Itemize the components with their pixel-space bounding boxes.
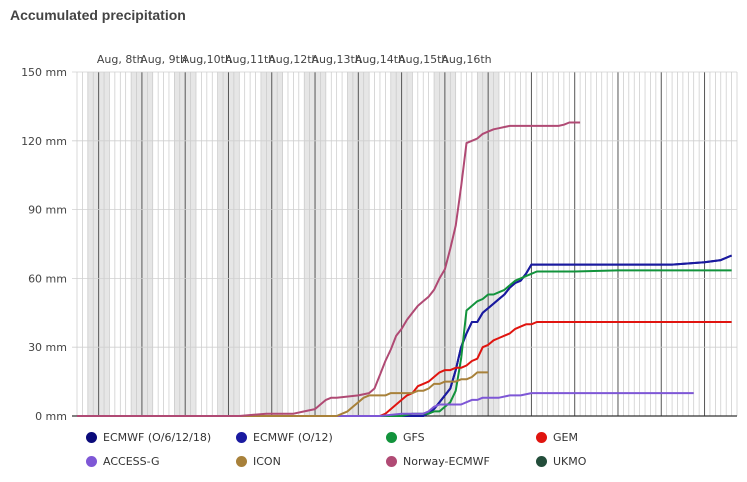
legend-item-gfs[interactable]: GFS <box>386 431 425 444</box>
legend-item-ecmwf-o-12[interactable]: ECMWF (O/12) <box>236 431 333 444</box>
x-tick-label: Aug,15th <box>398 53 448 66</box>
vertical-grid <box>76 72 738 416</box>
legend-label: ACCESS-G <box>103 455 160 468</box>
y-axis-ticks: 0 mm 30 mm 60 mm 90 mm 120 mm 150 mm <box>21 66 67 423</box>
legend-marker <box>236 456 247 467</box>
legend-marker <box>236 432 247 443</box>
legend-label: ECMWF (O/12) <box>253 431 333 444</box>
x-tick-label: Aug,11th <box>225 53 275 66</box>
x-tick-label: Aug,13th <box>312 53 362 66</box>
legend-label: ICON <box>253 455 281 468</box>
y-tick-label: 150 mm <box>21 66 67 79</box>
legend-marker <box>386 456 397 467</box>
legend-item-icon[interactable]: ICON <box>236 455 281 468</box>
legend-item-norway-ecmwf[interactable]: Norway-ECMWF <box>386 455 490 468</box>
series-line-gem <box>77 321 732 417</box>
legend-marker <box>86 456 97 467</box>
x-tick-label: Aug,10th <box>182 53 232 66</box>
series-line-icon <box>77 371 489 417</box>
legend-label: UKMO <box>553 455 587 468</box>
legend-item-ukmo[interactable]: UKMO <box>536 455 586 468</box>
series-line-gfs <box>77 269 732 417</box>
y-tick-label: 60 mm <box>28 272 67 285</box>
legend-marker <box>86 432 97 443</box>
y-tick-label: 120 mm <box>21 135 67 148</box>
series-line-norway-ecmwf <box>77 121 581 417</box>
x-tick-label: Aug,12th <box>268 53 318 66</box>
y-tick-label: 30 mm <box>28 341 67 354</box>
legend-label: GFS <box>403 431 425 444</box>
series-line-access-g <box>77 392 694 417</box>
legend-item-access-g[interactable]: ACCESS-G <box>86 455 160 468</box>
x-tick-label: Aug, 8th <box>97 53 144 66</box>
series-line-ecmwf-o-12 <box>77 254 732 417</box>
y-tick-label: 90 mm <box>28 204 67 217</box>
legend-item-gem[interactable]: GEM <box>536 431 578 444</box>
legend-marker <box>536 456 547 467</box>
x-tick-label: Aug, 9th <box>140 53 187 66</box>
legend-item-ecmwf-o-6-12-18[interactable]: ECMWF (O/6/12/18) <box>86 431 211 444</box>
legend-label: ECMWF (O/6/12/18) <box>103 431 212 444</box>
x-tick-label: Aug,16th <box>441 53 491 66</box>
legend-label: GEM <box>553 431 578 444</box>
legend-marker <box>386 432 397 443</box>
x-tick-label: Aug,14th <box>355 53 405 66</box>
legend-marker <box>536 432 547 443</box>
y-tick-label: 0 mm <box>35 410 67 423</box>
legend-label: Norway-ECMWF <box>403 455 490 468</box>
series-lines <box>77 121 732 417</box>
chart-title: Accumulated precipitation <box>10 7 186 23</box>
